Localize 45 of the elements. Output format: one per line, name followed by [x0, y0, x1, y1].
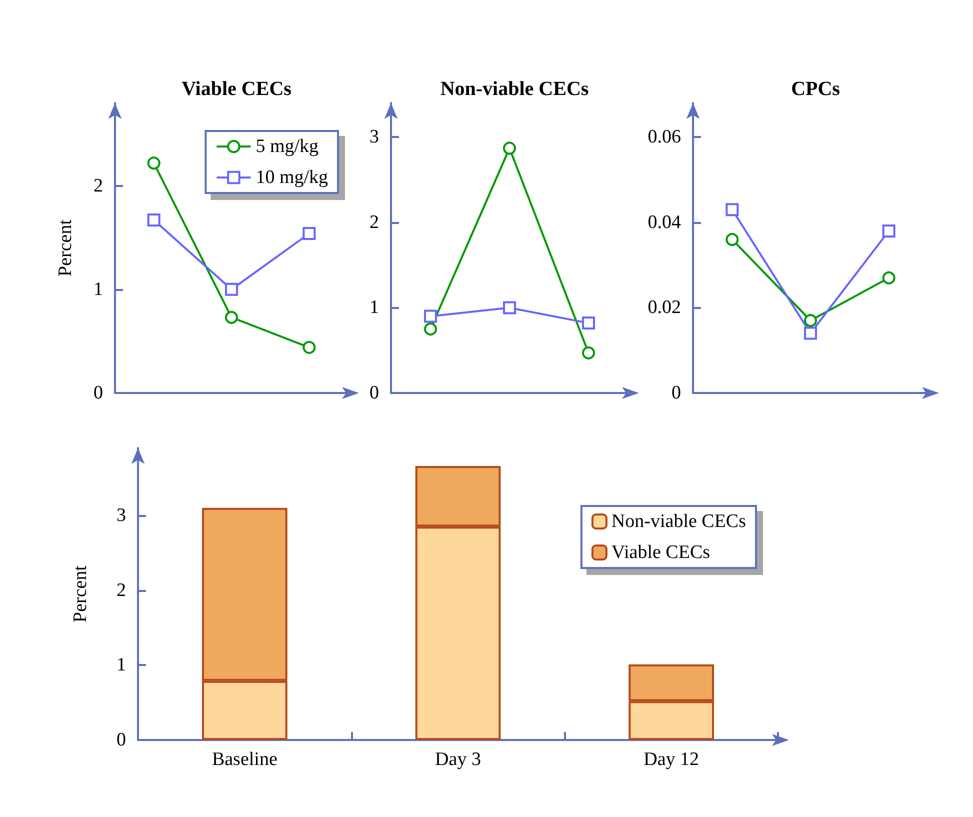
x-tick-label: Baseline — [212, 749, 278, 770]
chart-title: CPCs — [791, 78, 840, 100]
legend-label: Viable CECs — [611, 542, 710, 563]
point — [726, 203, 739, 216]
y-tick-label: 0.06 — [648, 126, 681, 148]
y-tick-label: 0 — [116, 730, 126, 750]
y-axis-title: Percent — [70, 564, 91, 622]
point — [302, 227, 316, 240]
y-tick-label: 0 — [94, 382, 103, 404]
point — [726, 232, 739, 246]
point — [804, 314, 817, 327]
point — [804, 326, 817, 340]
y-tick-label: 2 — [370, 212, 379, 233]
point — [503, 301, 516, 314]
point — [424, 322, 437, 336]
y-tick-label: 0 — [370, 382, 379, 404]
point — [424, 310, 437, 323]
y-tick-label: 2 — [116, 580, 126, 601]
chart-title: Non-viable CECs — [440, 78, 589, 100]
y-tick-label: 0.02 — [648, 297, 681, 318]
point — [582, 346, 595, 360]
point — [147, 214, 160, 227]
x-tick-label: Day 12 — [644, 749, 700, 770]
point — [503, 142, 516, 155]
point — [582, 316, 595, 330]
point — [882, 271, 896, 284]
point — [882, 224, 896, 238]
point — [147, 156, 160, 170]
point — [225, 282, 238, 296]
y-tick-label: 2 — [94, 175, 103, 196]
y-tick-label: 3 — [370, 126, 379, 148]
point — [225, 310, 238, 324]
y-tick-label: 1 — [370, 297, 379, 318]
chart-title: Viable CECs — [182, 78, 292, 100]
y-tick-label: 1 — [116, 654, 126, 676]
legend-label: Non-viable CECs — [611, 511, 746, 532]
legend-label: 5 mg/kg — [256, 136, 319, 157]
y-tick-label: 3 — [116, 504, 126, 526]
legend-label: 10 mg/kg — [256, 167, 328, 188]
y-tick-label: 0 — [672, 382, 681, 404]
y-axis-title: Percent — [55, 218, 76, 276]
y-tick-label: 1 — [94, 278, 103, 300]
y-tick-label: 0.04 — [648, 212, 682, 233]
x-tick-label: Day 3 — [435, 749, 481, 770]
point — [302, 340, 316, 354]
